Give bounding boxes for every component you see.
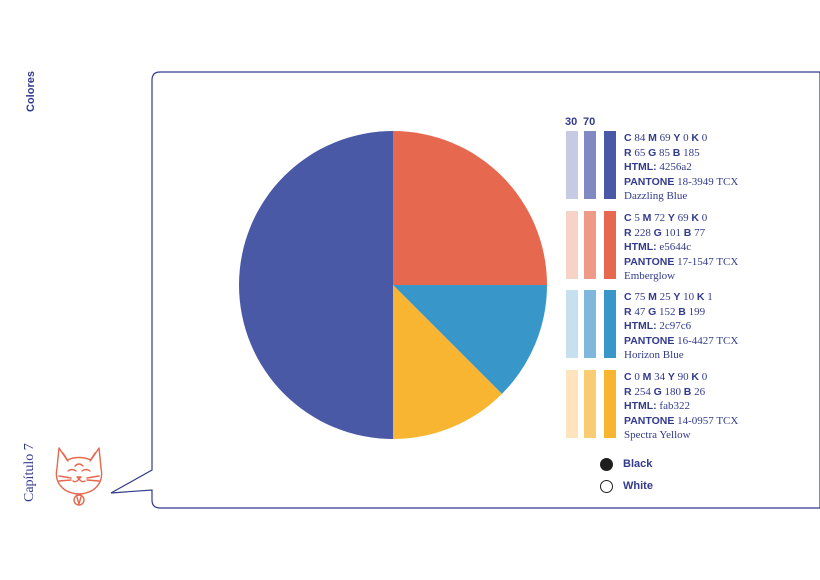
- tint-swatches: [564, 131, 620, 199]
- full-color-swatch: [604, 290, 616, 358]
- tint-70-swatch: [584, 290, 596, 358]
- html-value: HTML: e5644c: [624, 241, 692, 254]
- full-color-swatch: [604, 211, 616, 279]
- html-value: HTML: fab322: [624, 400, 690, 413]
- chapter-label: Capítulo 7: [22, 443, 37, 503]
- tint-70-header: 70: [583, 116, 596, 128]
- pantone-value: PANTONE 16-4427 TCX: [624, 334, 739, 347]
- full-color-swatch: [604, 131, 616, 199]
- section-title: Colores: [25, 71, 37, 113]
- pantone-value: PANTONE 17-1547 TCX: [624, 255, 739, 268]
- tint-70-swatch: [584, 131, 596, 199]
- rgb-values: R 65 G 85 B 185: [624, 146, 700, 159]
- pie-slice-dazzling-blue: [238, 131, 393, 440]
- html-value: HTML: 4256a2: [624, 161, 692, 174]
- tint-30-swatch: [566, 370, 578, 438]
- tint-30-header: 30: [565, 116, 578, 128]
- pantone-value: PANTONE 14-0957 TCX: [624, 414, 739, 427]
- color-spec-dazzling-blue: C 84 M 69 Y 0 K 0 R 65 G 85 B 185 HTML: …: [564, 131, 764, 202]
- color-name: Spectra Yellow: [624, 429, 691, 442]
- pie-slice-emberglow: [393, 131, 547, 285]
- color-name: Dazzling Blue: [624, 190, 688, 203]
- cmyk-values: C 0 M 34 Y 90 K 0: [624, 371, 708, 383]
- html-value: HTML: 2c97c6: [624, 320, 692, 333]
- tint-30-swatch: [566, 131, 578, 199]
- tint-70-swatch: [584, 211, 596, 279]
- pie-slice-horizon-blue: [393, 285, 547, 394]
- cat-mascot-icon: [55, 447, 103, 506]
- tint-swatches: [564, 370, 620, 438]
- rgb-values: R 228 G 101 B 77: [624, 226, 706, 239]
- white-dot-icon: [600, 479, 613, 493]
- color-proportion-pie-chart: [238, 131, 547, 440]
- white-label: White: [623, 480, 653, 492]
- color-name: Horizon Blue: [624, 349, 684, 362]
- rgb-values: R 254 G 180 B 26: [624, 385, 706, 398]
- pie-slice-spectra-yellow: [393, 285, 502, 439]
- tint-70-swatch: [584, 370, 596, 438]
- color-name: Emberglow: [624, 270, 676, 283]
- tint-30-swatch: [566, 211, 578, 279]
- cmyk-values: C 75 M 25 Y 10 K 1: [624, 291, 713, 303]
- black-swatch-item: Black: [600, 456, 652, 472]
- cmyk-values: C 5 M 72 Y 69 K 0: [624, 212, 708, 224]
- pantone-value: PANTONE 18-3949 TCX: [624, 175, 739, 188]
- color-spec-spectra-yellow: C 0 M 34 Y 90 K 0 R 254 G 180 B 26 HTML:…: [564, 370, 764, 441]
- tint-30-swatch: [566, 290, 578, 358]
- rgb-values: R 47 G 152 B 199: [624, 305, 706, 318]
- full-color-swatch: [604, 370, 616, 438]
- color-spec-emberglow: C 5 M 72 Y 69 K 0 R 228 G 101 B 77 HTML:…: [564, 211, 764, 282]
- color-spec-horizon-blue: C 75 M 25 Y 10 K 1 R 47 G 152 B 199 HTML…: [564, 290, 764, 361]
- cmyk-values: C 84 M 69 Y 0 K 0: [624, 132, 708, 144]
- black-dot-icon: [600, 457, 613, 471]
- black-label: Black: [623, 458, 653, 470]
- tint-swatches: [564, 211, 620, 279]
- white-swatch-item: White: [600, 478, 653, 494]
- tint-swatches: [564, 290, 620, 358]
